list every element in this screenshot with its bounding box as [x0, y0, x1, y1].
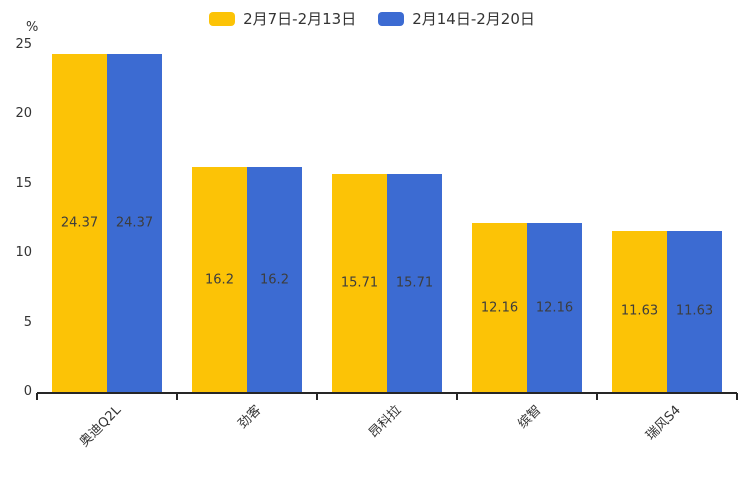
x-axis-tick	[456, 393, 458, 400]
bar-week2-缤智: 12.16	[527, 223, 582, 392]
y-tick-label-10: 10	[15, 245, 32, 261]
bar-value-label: 24.37	[115, 215, 154, 231]
bar-week2-劲客: 16.2	[247, 167, 302, 392]
legend-label-week2: 2月14日-2月20日	[412, 10, 535, 28]
y-tick-label-0: 0	[23, 384, 32, 399]
bar-value-label: 16.2	[205, 272, 234, 288]
legend-swatch-yellow-icon	[209, 11, 236, 26]
y-tick-label-5: 5	[23, 314, 32, 330]
x-axis-tick	[36, 393, 38, 400]
bar-value-label: 16.2	[260, 272, 289, 288]
legend-label-week1: 2月7日-2月13日	[243, 10, 357, 28]
x-axis-line	[37, 392, 737, 394]
x-tick-label-劲客: 劲客	[235, 402, 265, 432]
bar-week2-奥迪Q2L: 24.37	[107, 53, 162, 392]
bar-value-label: 15.71	[395, 275, 434, 291]
bar-value-label: 11.63	[620, 303, 659, 319]
bar-week1-劲客: 16.2	[192, 167, 247, 392]
x-tick-label-瑞风S4: 瑞风S4	[643, 402, 685, 444]
x-tick-label-奥迪Q2L: 奥迪Q2L	[77, 402, 125, 451]
x-axis-tick	[596, 393, 598, 400]
y-tick-label-15: 15	[15, 175, 32, 191]
x-tick-label-缤智: 缤智	[515, 402, 545, 432]
x-axis-tick	[316, 393, 318, 400]
bar-week1-瑞风S4: 11.63	[612, 230, 667, 392]
bar-value-label: 12.16	[480, 300, 519, 316]
legend-item-week2[interactable]: 2月14日-2月20日	[378, 8, 535, 29]
x-axis-tick	[176, 393, 178, 400]
bar-value-label: 24.37	[60, 215, 99, 231]
y-axis-unit-label: %	[26, 20, 39, 35]
bar-week1-奥迪Q2L: 24.37	[52, 53, 107, 392]
x-axis-tick	[736, 393, 738, 400]
bar-week1-昂科拉: 15.71	[332, 173, 387, 392]
legend-item-week1[interactable]: 2月7日-2月13日	[209, 8, 356, 29]
y-tick-label-20: 20	[15, 106, 32, 122]
bar-value-label: 11.63	[675, 303, 714, 319]
x-tick-label-昂科拉: 昂科拉	[366, 402, 405, 442]
bar-value-label: 12.16	[535, 300, 574, 316]
bar-value-label: 15.71	[340, 275, 379, 291]
y-tick-label-25: 25	[15, 37, 32, 52]
bar-week1-缤智: 12.16	[472, 223, 527, 392]
legend-swatch-blue-icon	[378, 11, 405, 26]
bar-week2-昂科拉: 15.71	[387, 173, 442, 392]
legend: 2月7日-2月13日 2月14日-2月20日	[0, 8, 744, 29]
bar-week2-瑞风S4: 11.63	[667, 230, 722, 392]
